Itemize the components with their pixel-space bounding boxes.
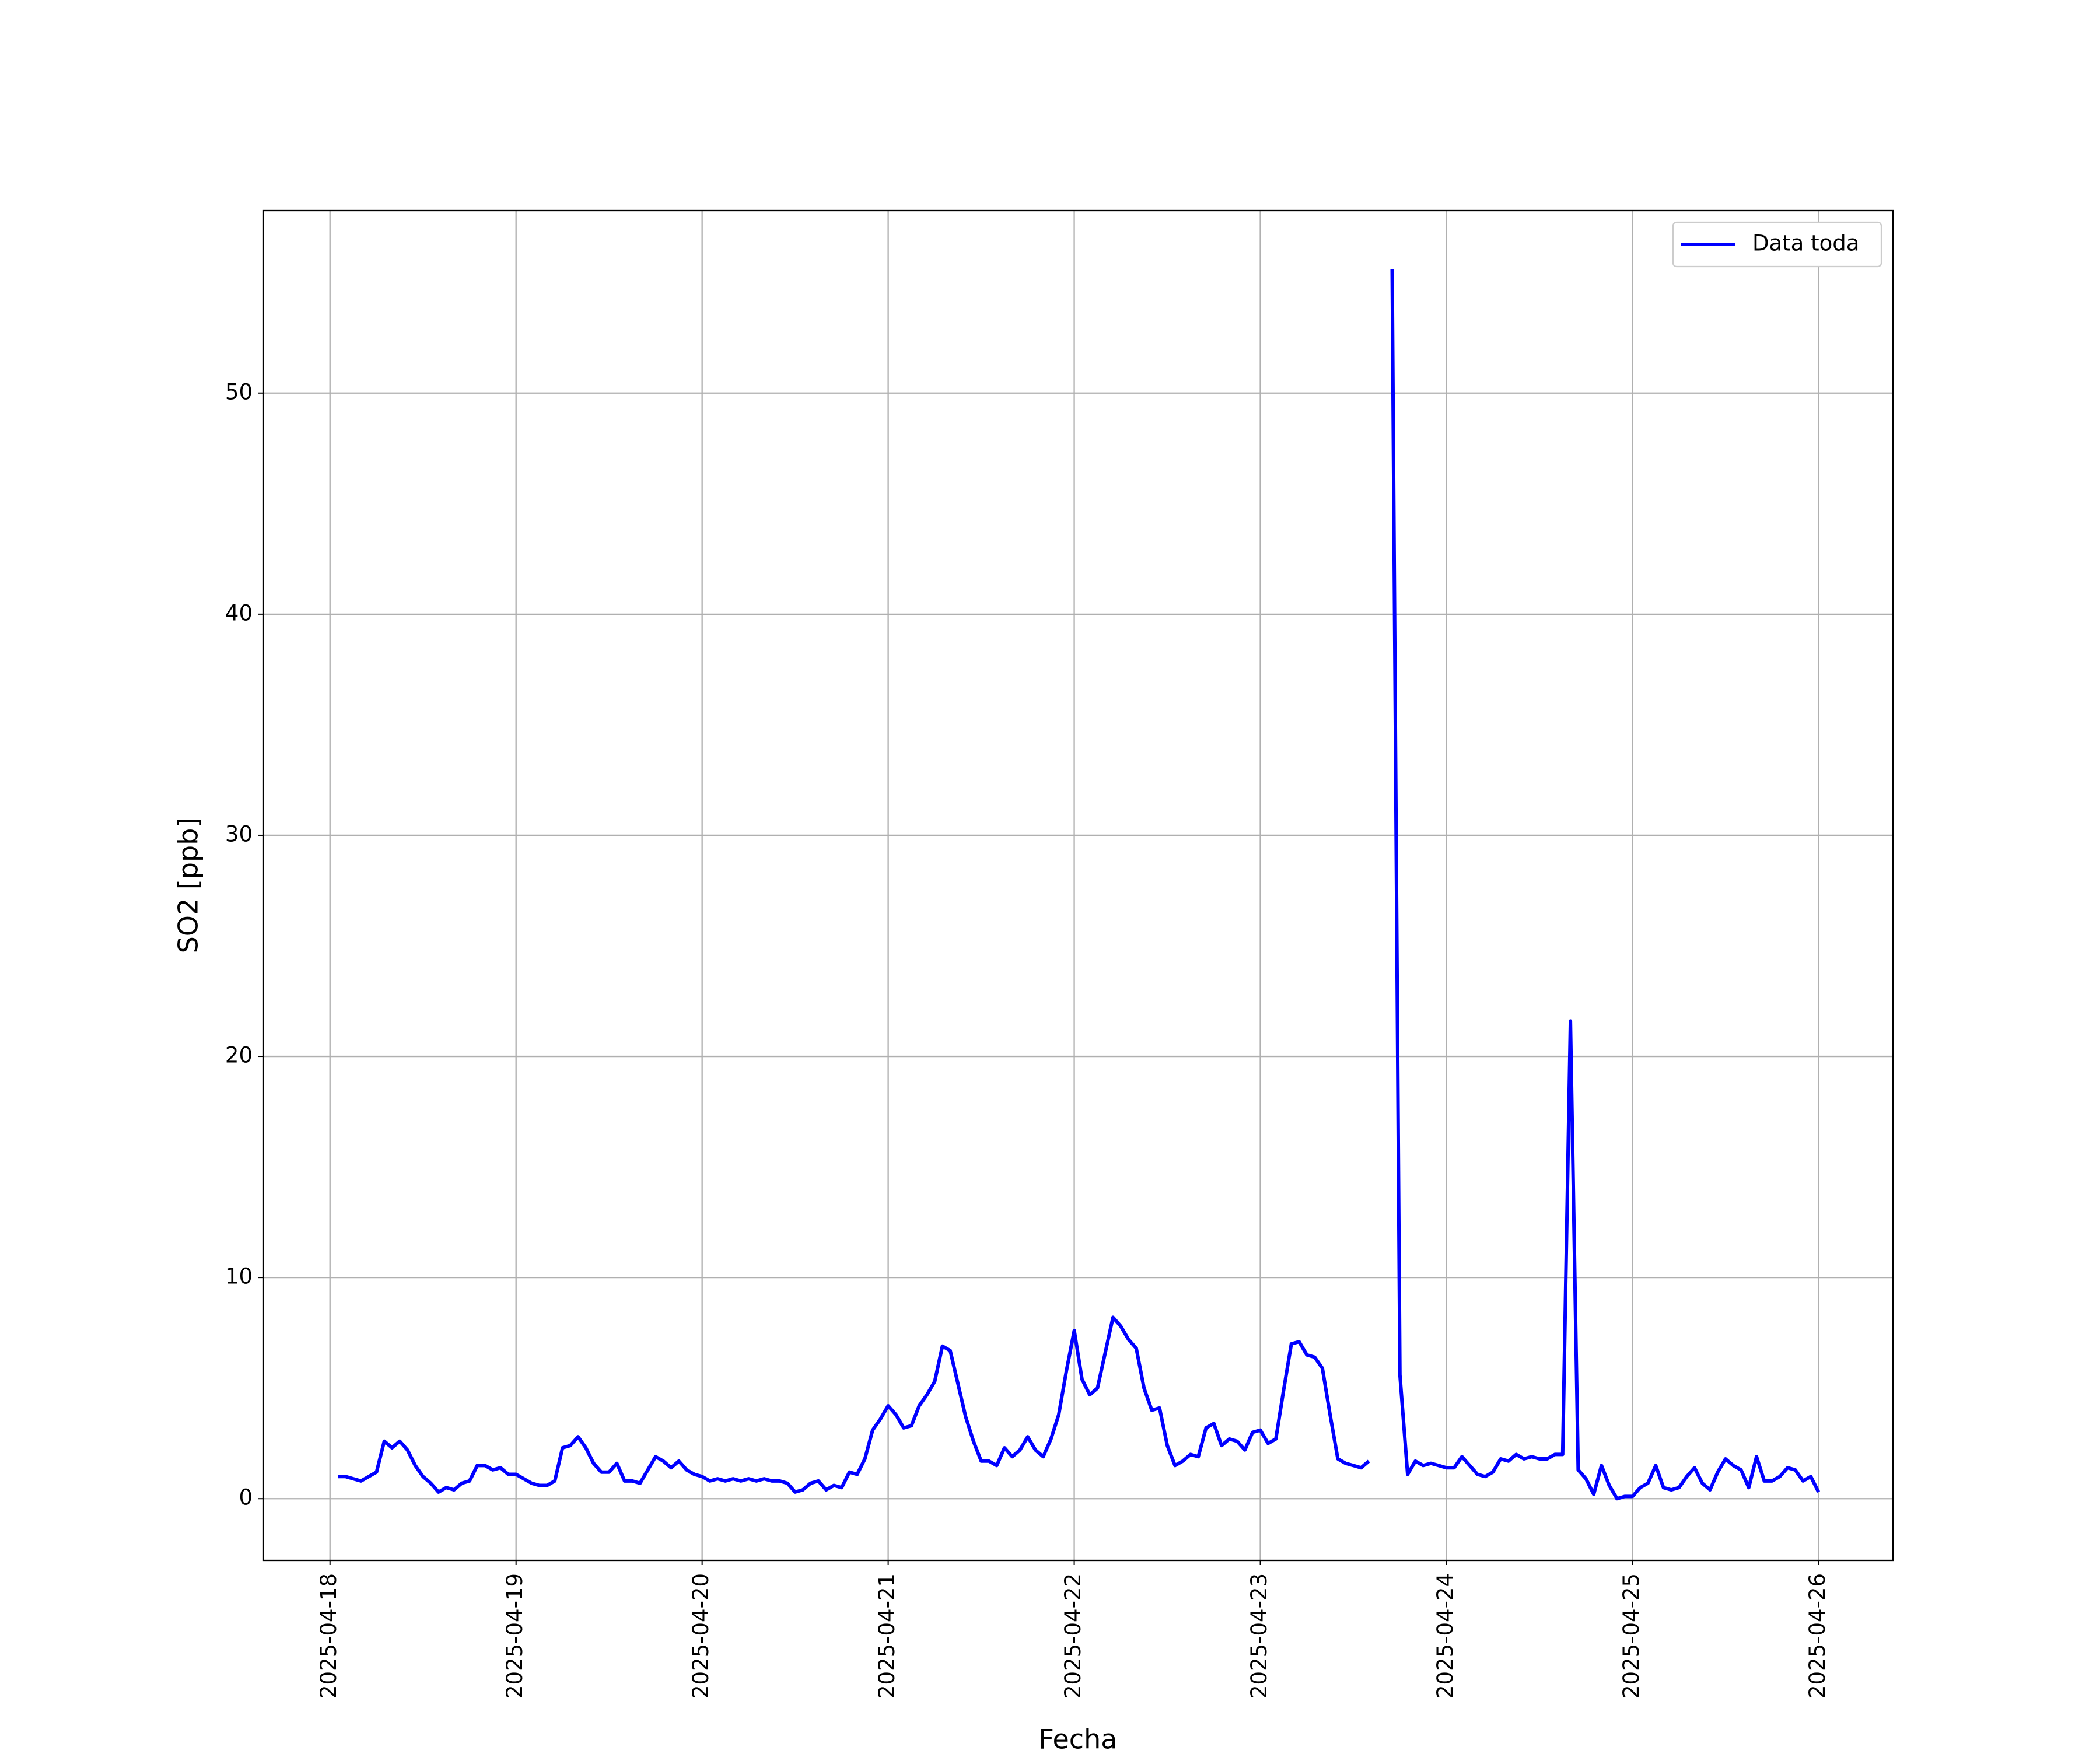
legend-box: [1672, 221, 1882, 268]
legend-label: Data toda: [1752, 231, 1859, 256]
x-tick-label: 2025-04-18: [316, 1573, 341, 1699]
x-tick-label: 2025-04-21: [874, 1573, 900, 1699]
y-tick-label: 50: [225, 379, 253, 404]
x-tick-label: 2025-04-19: [502, 1573, 527, 1699]
legend: Data toda: [1672, 221, 1882, 268]
y-tick-label: 0: [239, 1485, 253, 1510]
x-tick-label: 2025-04-25: [1619, 1573, 1644, 1699]
y-tick-label: 10: [225, 1264, 253, 1289]
x-tick-label: 2025-04-26: [1805, 1573, 1830, 1699]
plot-frame: [262, 209, 1894, 1562]
x-tick-label: 2025-04-24: [1433, 1573, 1458, 1699]
y-tick-label: 30: [225, 821, 253, 846]
x-tick-label: 2025-04-22: [1060, 1573, 1086, 1699]
x-tick-label: 2025-04-20: [688, 1573, 713, 1699]
x-axis-label: Fecha: [1039, 1724, 1118, 1750]
y-tick-label: 40: [225, 600, 253, 625]
y-tick-label: 20: [225, 1043, 253, 1068]
x-tick-label: 2025-04-23: [1247, 1573, 1272, 1699]
y-axis-label: SO2 [ppb]: [173, 818, 204, 954]
data-line: [338, 269, 1821, 1501]
